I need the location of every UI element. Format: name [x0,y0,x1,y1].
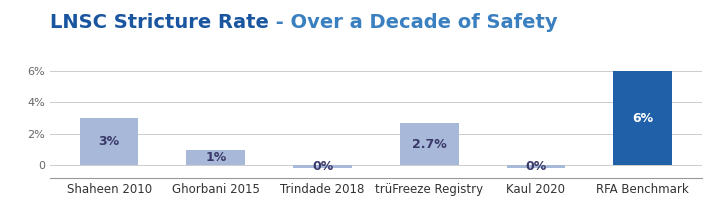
Bar [186,150,245,165]
Text: 0%: 0% [312,160,333,173]
Text: 2.7%: 2.7% [412,138,447,151]
Text: - Over a Decade of Safety: - Over a Decade of Safety [269,13,558,32]
Text: 3%: 3% [99,135,120,148]
Bar [79,118,138,165]
Text: LNSC Stricture Rate: LNSC Stricture Rate [50,13,269,32]
Bar [507,165,566,168]
Text: 6%: 6% [632,112,653,125]
Text: 0%: 0% [526,160,546,173]
Bar [293,165,352,168]
Bar [400,123,459,165]
Text: 1%: 1% [205,151,226,164]
Bar [614,71,672,165]
